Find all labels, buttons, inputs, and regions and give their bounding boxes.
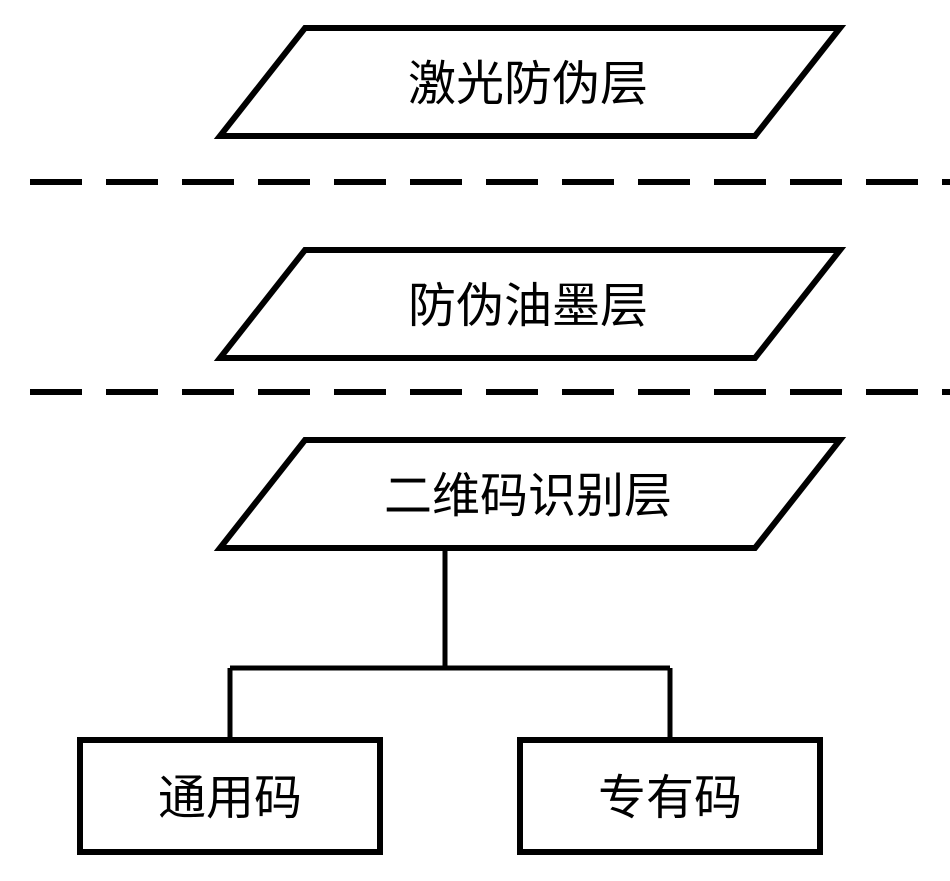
layer-3-parallelogram: 二维码识别层 bbox=[220, 440, 840, 548]
child-1-label: 通用码 bbox=[158, 772, 302, 825]
child-2-rect: 专有码 bbox=[520, 740, 820, 852]
layer-2-parallelogram: 防伪油墨层 bbox=[220, 250, 840, 358]
child-1-rect: 通用码 bbox=[80, 740, 380, 852]
layer-1-parallelogram: 激光防伪层 bbox=[220, 28, 840, 136]
child-2-label: 专有码 bbox=[598, 772, 742, 825]
layer-2-label: 防伪油墨层 bbox=[408, 280, 648, 333]
diagram-root: 激光防伪层 防伪油墨层 二维码识别层 通用码 专有码 bbox=[0, 0, 950, 881]
layer-1-label: 激光防伪层 bbox=[408, 58, 648, 111]
layer-3-label: 二维码识别层 bbox=[384, 470, 672, 523]
